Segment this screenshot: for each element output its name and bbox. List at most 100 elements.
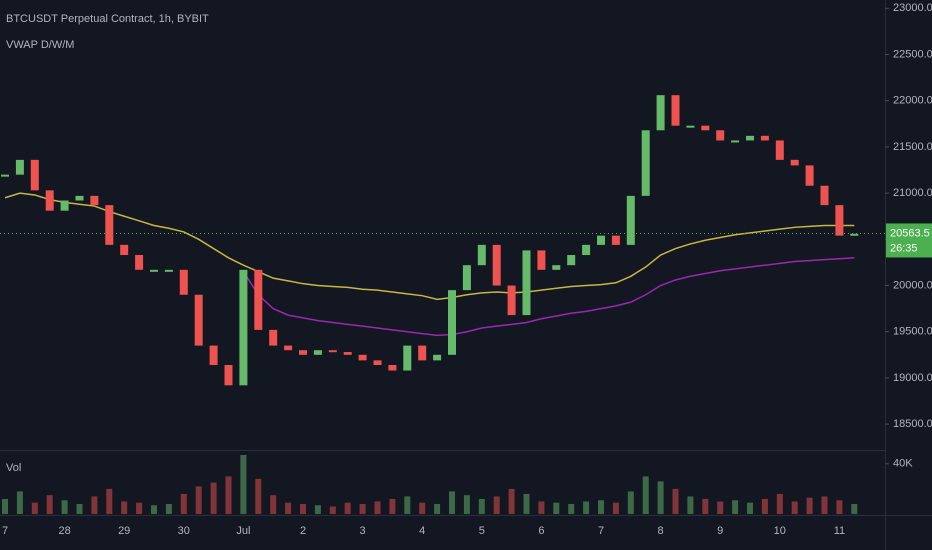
volume-bar [210, 482, 217, 514]
volume-bar [240, 455, 247, 514]
volume-bar [374, 501, 381, 514]
volume-bar [121, 501, 128, 514]
candle [820, 185, 829, 206]
candle [269, 329, 278, 346]
candle [701, 125, 710, 131]
candle [105, 205, 114, 245]
candle [462, 265, 471, 291]
volume-bar [285, 502, 292, 514]
y-tick-label: 21000.0 [893, 187, 932, 199]
volume-bar [449, 491, 455, 514]
price-badge [886, 223, 932, 258]
candle [284, 345, 293, 351]
volume-bar [553, 502, 560, 514]
countdown: 26:35 [890, 242, 918, 254]
candle [358, 354, 367, 361]
x-tick-label: 2 [300, 525, 306, 537]
candle [45, 190, 54, 211]
volume-bar [225, 476, 232, 514]
volume-tick-label: 40K [893, 458, 913, 470]
candle [373, 360, 382, 365]
x-tick-label: 4 [419, 525, 425, 537]
candle [567, 255, 576, 266]
candle [60, 200, 69, 211]
volume-bar [270, 495, 277, 514]
volume-bar [2, 498, 8, 514]
x-tick-label: Jul [236, 525, 250, 537]
volume-bar [136, 502, 143, 514]
volume-bar [91, 496, 98, 514]
candle [626, 195, 635, 245]
candle [507, 285, 516, 316]
volume-bar [642, 476, 649, 514]
volume-bar [538, 501, 545, 514]
volume-bar [463, 495, 470, 514]
x-tick-label: 28 [58, 525, 70, 537]
candle [805, 165, 814, 186]
candle [582, 244, 591, 256]
y-tick-label: 18500.0 [893, 418, 932, 430]
x-tick-label: 3 [360, 525, 366, 537]
candle [403, 345, 412, 371]
vwap-line [242, 257, 855, 337]
volume-bar [106, 488, 113, 514]
candle [522, 250, 531, 316]
volume-bar [389, 498, 396, 514]
candle [328, 350, 337, 353]
volume-bar [776, 493, 783, 514]
y-tick-label: 19500.0 [893, 326, 932, 338]
x-tick-label: 5 [479, 525, 485, 537]
candle [611, 235, 620, 245]
x-tick-label: 6 [538, 525, 544, 537]
y-tick-label: 19000.0 [893, 372, 932, 384]
candle [850, 233, 859, 236]
x-tick-label: 29 [118, 525, 130, 537]
candle [775, 140, 784, 160]
candle [433, 354, 442, 361]
volume-bar [180, 493, 187, 514]
volume-bar [851, 503, 858, 514]
x-tick-label: 7 [2, 525, 8, 537]
volume-bar [791, 501, 798, 514]
volume-bar [627, 491, 634, 514]
volume-bar [195, 486, 202, 514]
candle [835, 205, 844, 236]
volume-bar [493, 496, 500, 514]
volume-bar [702, 498, 709, 514]
candle [179, 269, 188, 295]
candle [641, 130, 650, 196]
candle [75, 195, 84, 201]
volume-bar [568, 503, 575, 514]
volume-bar [314, 505, 321, 514]
x-tick-label: 7 [598, 525, 604, 537]
volume-bar [687, 496, 694, 514]
volume-bar [717, 501, 724, 514]
volume-bar [761, 498, 768, 514]
volume-bar [419, 502, 426, 514]
candle [30, 159, 39, 191]
vwap-line [4, 192, 855, 301]
last-price: 20563.5 [890, 227, 930, 239]
candle [656, 95, 665, 131]
candle [388, 364, 397, 371]
candle [239, 269, 248, 386]
volume-bar [747, 502, 753, 514]
volume-bar [806, 497, 813, 514]
volume-bar [31, 502, 38, 514]
volume-bar [672, 488, 679, 514]
volume-bar [16, 491, 23, 514]
candle [194, 294, 203, 346]
candle [597, 235, 605, 245]
candle [15, 159, 24, 175]
volume-bar [46, 495, 53, 514]
y-tick-label: 23000.0 [893, 2, 932, 14]
volume-bar [732, 500, 739, 514]
x-tick-label: 10 [774, 525, 786, 537]
volume-bar [76, 503, 83, 514]
volume-bar [434, 503, 441, 514]
candle [120, 244, 129, 256]
volume-bar [508, 488, 515, 514]
x-tick-label: 8 [658, 525, 664, 537]
candle [313, 350, 322, 355]
volume-bar [344, 502, 351, 514]
